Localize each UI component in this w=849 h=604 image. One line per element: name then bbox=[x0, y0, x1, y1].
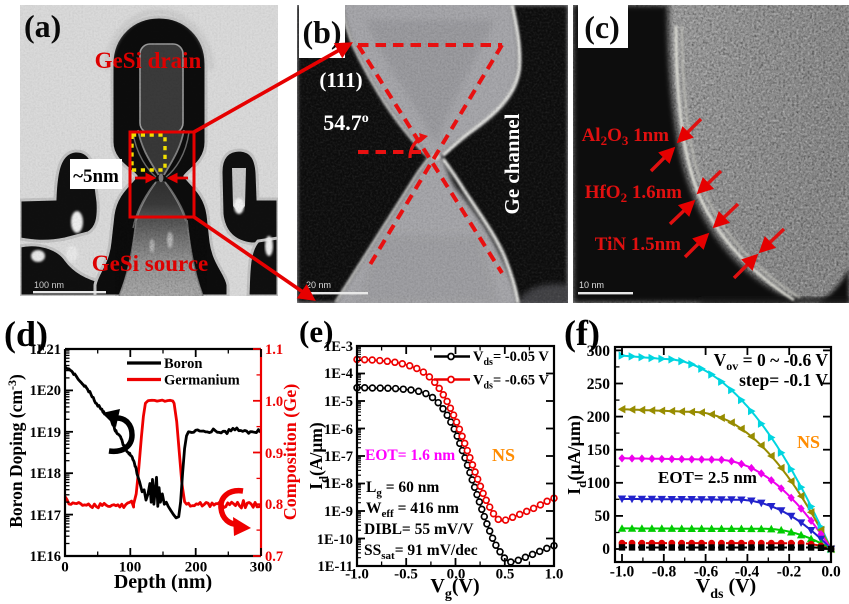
svg-text:200: 200 bbox=[587, 409, 611, 426]
svg-text:EOT= 2.5 nm: EOT= 2.5 nm bbox=[658, 468, 757, 487]
svg-text:~5nm: ~5nm bbox=[73, 166, 119, 187]
svg-text:1E21: 1E21 bbox=[30, 342, 61, 358]
svg-text:Vg(V): Vg(V) bbox=[430, 575, 479, 602]
svg-text:10 nm: 10 nm bbox=[579, 280, 604, 290]
svg-text:54.7o: 54.7o bbox=[323, 110, 369, 135]
svg-text:-1.0: -1.0 bbox=[610, 564, 635, 581]
svg-text:1E-8: 1E-8 bbox=[324, 476, 353, 492]
svg-text:Id(μA/μm): Id(μA/μm) bbox=[564, 415, 589, 495]
svg-text:Vds= -0.65 V: Vds= -0.65 V bbox=[473, 373, 549, 392]
svg-text:TiN 1.5nm: TiN 1.5nm bbox=[595, 234, 681, 255]
svg-text:100: 100 bbox=[587, 475, 611, 492]
svg-text:0.7: 0.7 bbox=[265, 549, 283, 565]
svg-text:250: 250 bbox=[587, 376, 611, 393]
svg-text:300: 300 bbox=[250, 560, 273, 576]
svg-text:Lg = 60 nm: Lg = 60 nm bbox=[366, 479, 439, 499]
svg-text:-0.6: -0.6 bbox=[694, 564, 719, 581]
svg-text:1E17: 1E17 bbox=[30, 508, 61, 524]
svg-text:HfO2 1.6nm: HfO2 1.6nm bbox=[585, 182, 682, 205]
svg-text:0: 0 bbox=[61, 560, 69, 576]
svg-text:Vds (V): Vds (V) bbox=[696, 575, 756, 602]
svg-text:1E19: 1E19 bbox=[30, 425, 61, 441]
svg-text:1E-7: 1E-7 bbox=[324, 449, 353, 465]
svg-text:0.9: 0.9 bbox=[265, 446, 283, 462]
svg-text:0.5: 0.5 bbox=[496, 567, 515, 583]
svg-text:NS: NS bbox=[797, 432, 820, 452]
svg-text:(e): (e) bbox=[299, 314, 333, 349]
svg-text:20 nm: 20 nm bbox=[306, 280, 331, 290]
svg-text:300: 300 bbox=[587, 343, 611, 360]
svg-text:-0.4: -0.4 bbox=[735, 564, 760, 581]
svg-text:(a): (a) bbox=[24, 8, 61, 44]
svg-text:Composition (Ge): Composition (Ge) bbox=[280, 384, 301, 521]
svg-text:1.0: 1.0 bbox=[265, 394, 283, 410]
svg-text:1E-9: 1E-9 bbox=[324, 504, 353, 520]
svg-text:Ge channel: Ge channel bbox=[500, 113, 524, 214]
svg-text:Germanium: Germanium bbox=[164, 373, 240, 389]
svg-text:GeSi drain: GeSi drain bbox=[95, 48, 202, 73]
svg-text:150: 150 bbox=[587, 442, 611, 459]
svg-text:Depth (nm): Depth (nm) bbox=[114, 571, 212, 593]
svg-text:1E-3: 1E-3 bbox=[324, 339, 353, 355]
svg-text:Vov = 0 ~ -0.6 V: Vov = 0 ~ -0.6 V bbox=[714, 350, 829, 373]
svg-text:200: 200 bbox=[185, 560, 208, 576]
svg-text:0: 0 bbox=[602, 541, 610, 558]
svg-text:100: 100 bbox=[119, 560, 142, 576]
svg-text:Boron Doping (cm-3): Boron Doping (cm-3) bbox=[5, 374, 26, 528]
svg-text:Boron: Boron bbox=[164, 356, 202, 372]
svg-text:(c): (c) bbox=[584, 9, 620, 45]
svg-text:-0.2: -0.2 bbox=[777, 564, 802, 581]
svg-text:1E-5: 1E-5 bbox=[324, 394, 353, 410]
svg-text:1E20: 1E20 bbox=[30, 383, 61, 399]
svg-text:-1.0: -1.0 bbox=[345, 567, 369, 583]
svg-text:(d): (d) bbox=[4, 314, 48, 354]
svg-text:1E-11: 1E-11 bbox=[318, 559, 353, 575]
svg-text:NS: NS bbox=[492, 445, 515, 465]
svg-text:1E16: 1E16 bbox=[30, 549, 61, 565]
svg-text:DIBL= 55 mV/V: DIBL= 55 mV/V bbox=[364, 521, 474, 538]
svg-text:1E-6: 1E-6 bbox=[324, 422, 353, 438]
svg-text:1E-10: 1E-10 bbox=[317, 532, 353, 548]
svg-text:Vds= -0.05 V: Vds= -0.05 V bbox=[473, 349, 549, 368]
svg-text:50: 50 bbox=[595, 508, 611, 525]
svg-text:100 nm: 100 nm bbox=[34, 280, 64, 290]
svg-text:0.0: 0.0 bbox=[447, 567, 466, 583]
svg-text:(111): (111) bbox=[319, 68, 362, 92]
svg-text:-0.8: -0.8 bbox=[652, 564, 677, 581]
svg-text:1.1: 1.1 bbox=[265, 342, 283, 358]
svg-text:-0.5: -0.5 bbox=[394, 567, 418, 583]
svg-text:GeSi source: GeSi source bbox=[92, 251, 208, 276]
svg-text:(f): (f) bbox=[564, 313, 600, 353]
svg-text:1.0: 1.0 bbox=[545, 567, 564, 583]
svg-text:(b): (b) bbox=[302, 14, 341, 50]
svg-text:1E-4: 1E-4 bbox=[324, 366, 353, 382]
svg-text:EOT= 1.6 nm: EOT= 1.6 nm bbox=[365, 447, 455, 464]
svg-text:1E18: 1E18 bbox=[30, 466, 61, 482]
svg-text:0.8: 0.8 bbox=[265, 497, 283, 513]
svg-text:0.0: 0.0 bbox=[821, 564, 841, 581]
svg-text:step= -0.1 V: step= -0.1 V bbox=[739, 370, 828, 390]
